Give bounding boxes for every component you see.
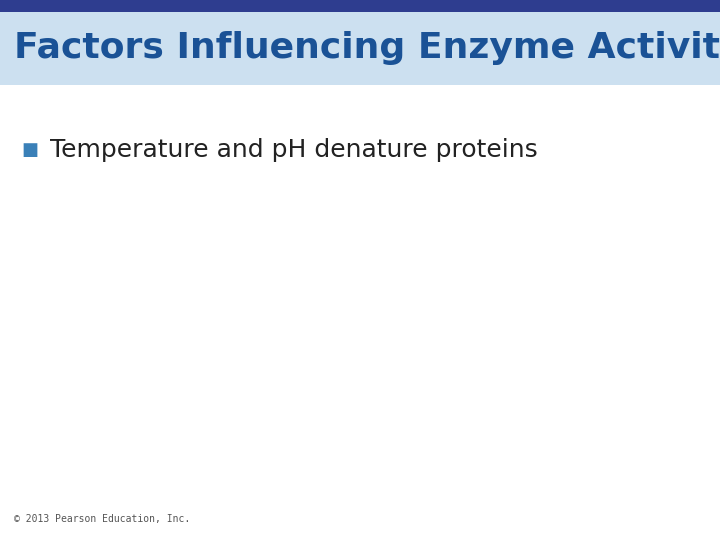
Bar	[0, 12, 720, 85]
Bar	[0, 0, 720, 12]
Text: Temperature and pH denature proteins: Temperature and pH denature proteins	[50, 138, 538, 161]
Text: Factors Influencing Enzyme Activity: Factors Influencing Enzyme Activity	[14, 31, 720, 65]
Text: ■: ■	[22, 140, 39, 159]
Text: © 2013 Pearson Education, Inc.: © 2013 Pearson Education, Inc.	[14, 514, 191, 524]
